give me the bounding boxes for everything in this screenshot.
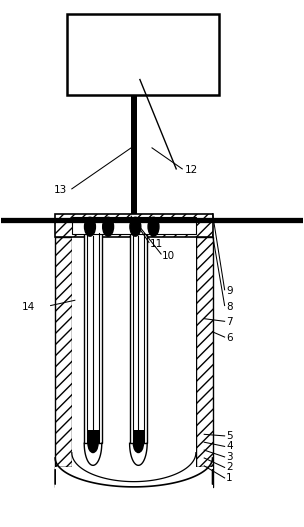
Text: 3: 3 [226, 452, 233, 462]
Bar [84, 233, 102, 443]
Wedge shape [87, 443, 99, 453]
Bar [55, 213, 212, 237]
Text: 10: 10 [162, 251, 175, 261]
Bar [131, 95, 136, 213]
Bar [87, 430, 99, 443]
Text: 8: 8 [226, 301, 233, 311]
Bar [72, 217, 196, 233]
Text: 11: 11 [150, 239, 163, 249]
Bar [67, 14, 219, 95]
Text: 9: 9 [226, 286, 233, 296]
Bar [133, 430, 144, 443]
Text: 2: 2 [226, 462, 233, 472]
Bar [55, 237, 72, 467]
Bar [72, 237, 196, 467]
Bar [130, 233, 147, 443]
Text: 5: 5 [226, 431, 233, 441]
Text: 4: 4 [226, 442, 233, 452]
Circle shape [148, 217, 159, 236]
Bar [55, 467, 212, 487]
Text: 1: 1 [226, 473, 233, 483]
Wedge shape [133, 443, 144, 453]
Text: 6: 6 [226, 333, 233, 343]
Text: 14: 14 [22, 301, 35, 311]
Bar [55, 467, 212, 516]
Text: 13: 13 [54, 185, 67, 195]
Text: 12: 12 [185, 165, 198, 175]
Circle shape [103, 217, 114, 236]
Bar [196, 237, 212, 467]
Circle shape [85, 217, 95, 236]
Circle shape [130, 217, 141, 236]
Text: 7: 7 [226, 317, 233, 327]
